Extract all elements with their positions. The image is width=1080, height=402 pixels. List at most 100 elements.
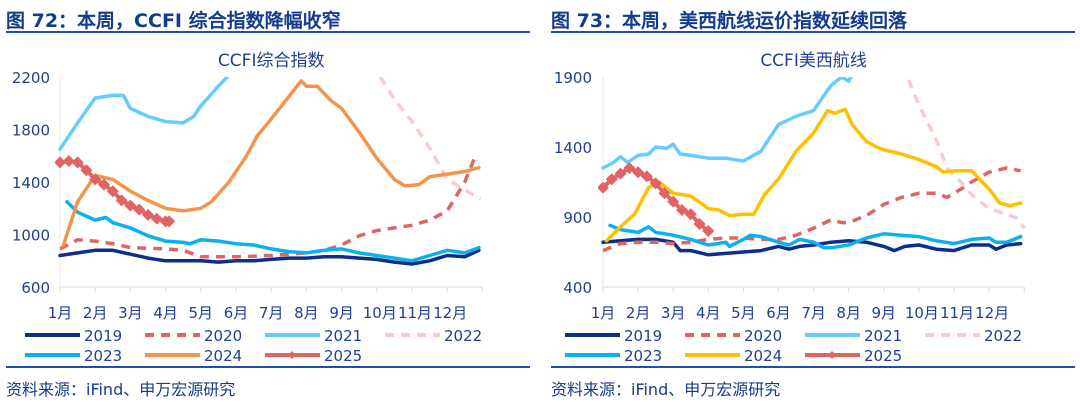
series-line-2024	[604, 107, 1023, 243]
series-line-2023	[65, 199, 481, 263]
data-point-2025	[150, 212, 163, 225]
y-tick-label: 1400	[12, 174, 50, 192]
series-line-2022	[378, 77, 482, 201]
panel-ccfi-uswest: 图 73：本周，美西航线运价指数延续回落 资料来源：iFind、申万宏源研究	[545, 0, 1075, 402]
x-tick-label: 5月	[731, 304, 756, 322]
series-line-2020	[602, 166, 1022, 253]
x-tick-label: 3月	[118, 304, 143, 322]
data-point-2025	[640, 170, 653, 183]
x-tick-label: 7月	[259, 304, 284, 322]
series-line-2021	[58, 77, 229, 151]
footer-divider	[6, 366, 530, 368]
series-line-2021	[601, 77, 853, 170]
x-tick-label: 8月	[836, 304, 861, 322]
legend-label-2024: 2024	[744, 347, 782, 365]
data-point-2025	[55, 156, 66, 169]
source-note: 资料来源：iFind、申万宏源研究	[6, 380, 236, 399]
x-tick-label: 3月	[661, 304, 686, 322]
legend-label-2019: 2019	[624, 327, 662, 345]
legend-label-2023: 2023	[84, 347, 122, 365]
plot-area	[598, 77, 1026, 257]
y-tick-label: 400	[563, 279, 592, 297]
chart-ccfi-uswest: CCFI美西航线 400 900 1400 1900 1月 2月 3月 4月 5月 6月 7月 8月 9月…	[554, 51, 1026, 365]
series-line-2019	[601, 237, 1023, 257]
legend-label-2020: 2020	[204, 327, 242, 345]
chart-title: CCFI美西航线	[760, 51, 867, 71]
legend-label-2023: 2023	[624, 347, 662, 365]
data-point-2025	[133, 203, 146, 216]
data-point-2025	[614, 167, 627, 180]
x-tick-label: 9月	[329, 304, 354, 322]
data-point-2025	[80, 164, 93, 177]
data-point-2025	[89, 173, 102, 186]
legend-label-2022: 2022	[984, 327, 1022, 345]
data-point-2025	[98, 178, 110, 191]
series-line-2022	[906, 79, 1026, 230]
x-tick-label: 10月	[905, 304, 939, 322]
data-point-2025	[667, 195, 680, 208]
x-tick-label: 12月	[433, 304, 467, 322]
x-tick-label: 11月	[940, 304, 974, 322]
x-tick-label: 5月	[189, 304, 214, 322]
x-tick-label: 9月	[872, 304, 897, 322]
footer-divider	[551, 366, 1075, 368]
series-line-2020	[59, 155, 478, 259]
x-tick-label: 7月	[801, 304, 826, 322]
data-point-2025	[675, 204, 688, 216]
y-tick-label: 1900	[554, 69, 592, 87]
data-point-2025	[142, 208, 154, 221]
data-point-2025	[658, 187, 671, 200]
source-note: 资料来源：iFind、申万宏源研究	[551, 380, 781, 399]
x-tick-label: 10月	[363, 304, 397, 322]
x-tick-label: 4月	[696, 304, 721, 322]
x-tick-label: 8月	[294, 304, 319, 322]
y-tick-label: 1400	[554, 139, 592, 157]
data-point-2025	[632, 166, 645, 179]
data-point-2025	[62, 155, 75, 167]
panel-ccfi-composite: 图 72：本周，CCFI 综合指数降幅收窄 资料来源：iFind、申万宏源研究	[0, 0, 530, 402]
data-point-2025	[71, 156, 84, 169]
data-point-2025	[605, 173, 618, 186]
y-tick-label: 1000	[12, 227, 50, 245]
header-divider	[6, 31, 530, 33]
chart-ccfi-composite: CCFI综合指数 600 1000 1400 1800 2200 1月 2月 3月 4月 5月 6月 7…	[12, 51, 483, 365]
x-tick-label: 4月	[153, 304, 178, 322]
y-tick-label: 600	[21, 279, 50, 297]
x-tick-label: 12月	[975, 304, 1009, 322]
data-point-2025	[115, 194, 128, 207]
chart-title: CCFI综合指数	[218, 51, 325, 71]
data-point-2025	[598, 181, 609, 194]
series-line-2023	[608, 223, 1023, 250]
data-point-2025	[702, 225, 715, 237]
legend-label-2022: 2022	[444, 327, 482, 345]
figure-header: 图 72：本周，CCFI 综合指数降幅收窄	[6, 10, 341, 32]
x-tick-label: 6月	[224, 304, 249, 322]
x-tick-label: 2月	[626, 304, 651, 322]
data-point-2025	[163, 215, 176, 228]
data-point-2025	[623, 162, 636, 174]
legend-label-2021: 2021	[324, 327, 362, 345]
data-point-2025	[684, 208, 697, 221]
legend-label-2021: 2021	[864, 327, 902, 345]
figure-header: 图 73：本周，美西航线运价指数延续回落	[551, 10, 908, 32]
legend-marker-2025	[828, 351, 836, 359]
plot-area	[55, 77, 482, 266]
y-tick-label: 1800	[12, 122, 50, 140]
series-line-2019	[58, 248, 481, 266]
y-tick-label: 2200	[12, 69, 50, 87]
x-tick-label: 1月	[48, 304, 73, 322]
x-tick-label: 6月	[766, 304, 791, 322]
x-tick-label: 2月	[83, 304, 108, 322]
data-point-2025	[649, 177, 662, 190]
legend-label-2025: 2025	[864, 347, 902, 365]
legend-label-2025: 2025	[324, 347, 362, 365]
y-tick-label: 900	[563, 209, 592, 227]
legend-label-2019: 2019	[84, 327, 122, 345]
legend-label-2024: 2024	[204, 347, 242, 365]
legend-label-2020: 2020	[744, 327, 782, 345]
data-point-2025	[106, 185, 119, 198]
x-tick-label: 1月	[591, 304, 616, 322]
series-line-2024	[61, 79, 481, 247]
x-tick-label: 11月	[398, 304, 432, 322]
data-point-2025	[693, 218, 706, 230]
